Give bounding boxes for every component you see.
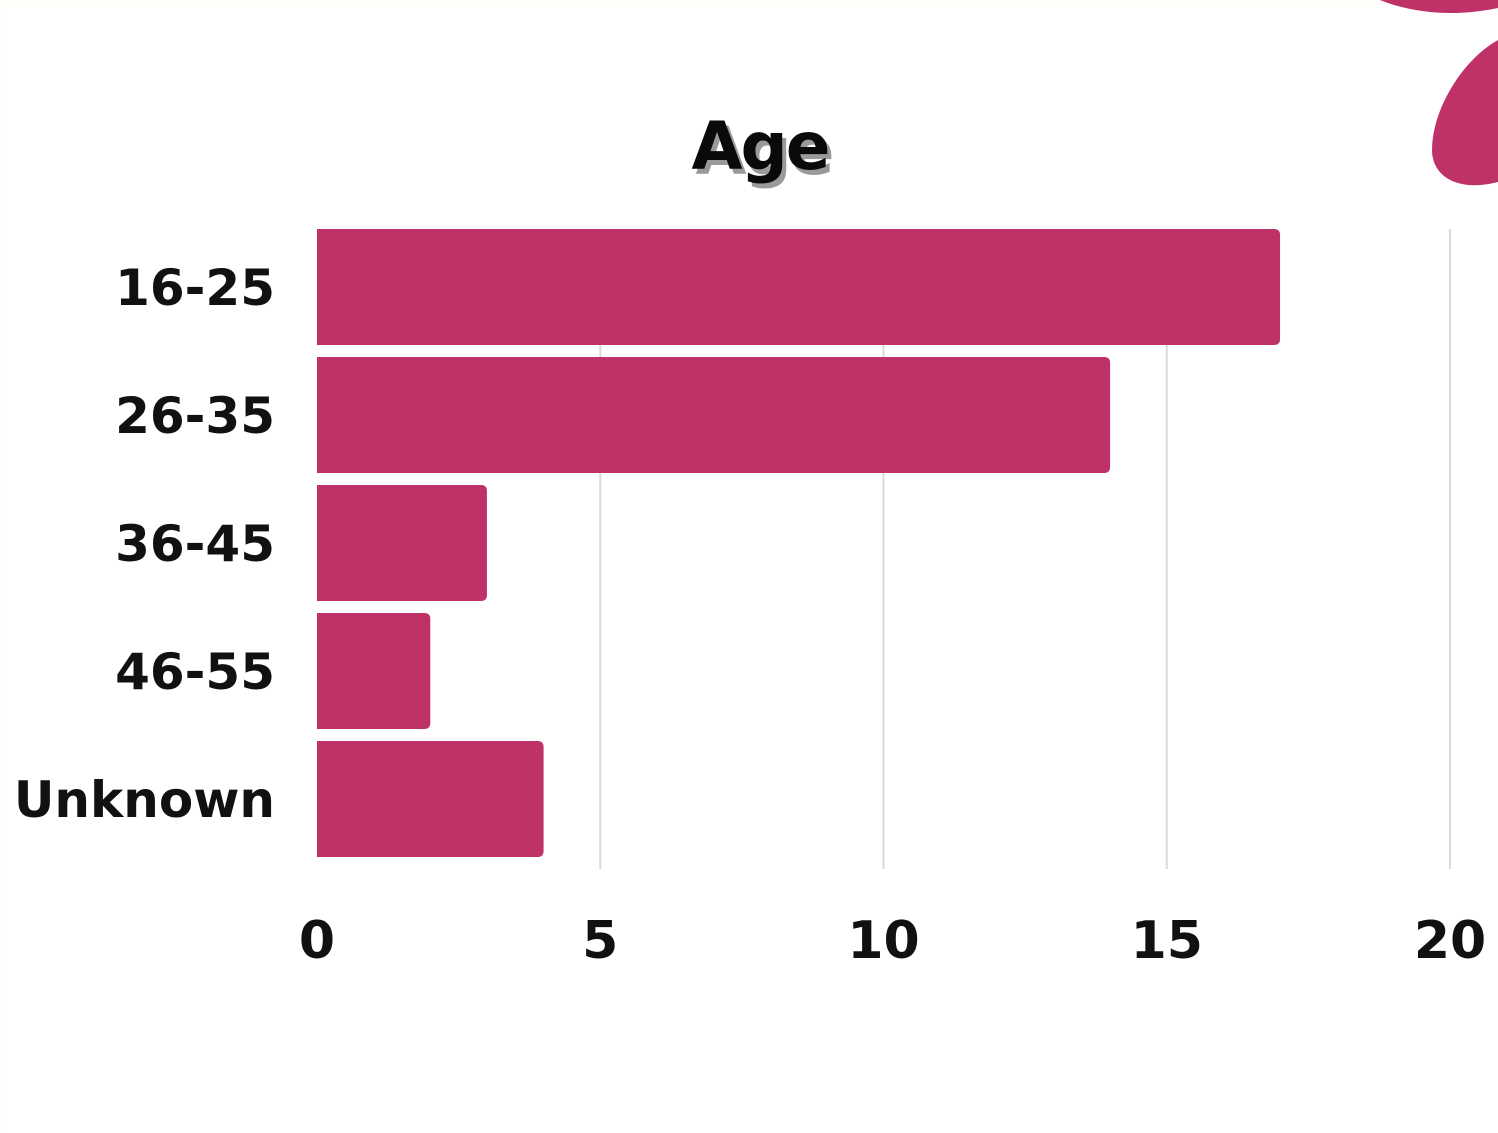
- decorative-blob-top: [1380, 0, 1498, 14]
- bar-46-55: [317, 613, 431, 729]
- x-axis-tick-labels: 0 5 10 15 20: [299, 911, 1486, 971]
- x-tick-label-15: 15: [1131, 911, 1203, 971]
- bars: [317, 229, 1281, 857]
- category-label-26-35: 26-35: [115, 387, 275, 445]
- x-tick-label-5: 5: [582, 911, 618, 971]
- category-label-36-45: 36-45: [115, 515, 275, 573]
- category-label-unknown: Unknown: [14, 771, 275, 829]
- chart-background: [8, 6, 1498, 1133]
- x-tick-label-20: 20: [1414, 911, 1486, 971]
- chart-title: Age: [691, 108, 830, 185]
- category-labels: 16-25 26-35 36-45 46-55 Unknown: [14, 259, 275, 829]
- bar-26-35: [317, 357, 1111, 473]
- bar-36-45: [317, 485, 487, 601]
- bar-unknown: [317, 741, 544, 857]
- category-label-46-55: 46-55: [115, 643, 275, 701]
- x-tick-label-0: 0: [299, 911, 335, 971]
- decorative-blob-right: [1432, 40, 1498, 186]
- bar-16-25: [317, 229, 1281, 345]
- category-label-16-25: 16-25: [115, 259, 275, 317]
- x-tick-label-10: 10: [847, 911, 919, 971]
